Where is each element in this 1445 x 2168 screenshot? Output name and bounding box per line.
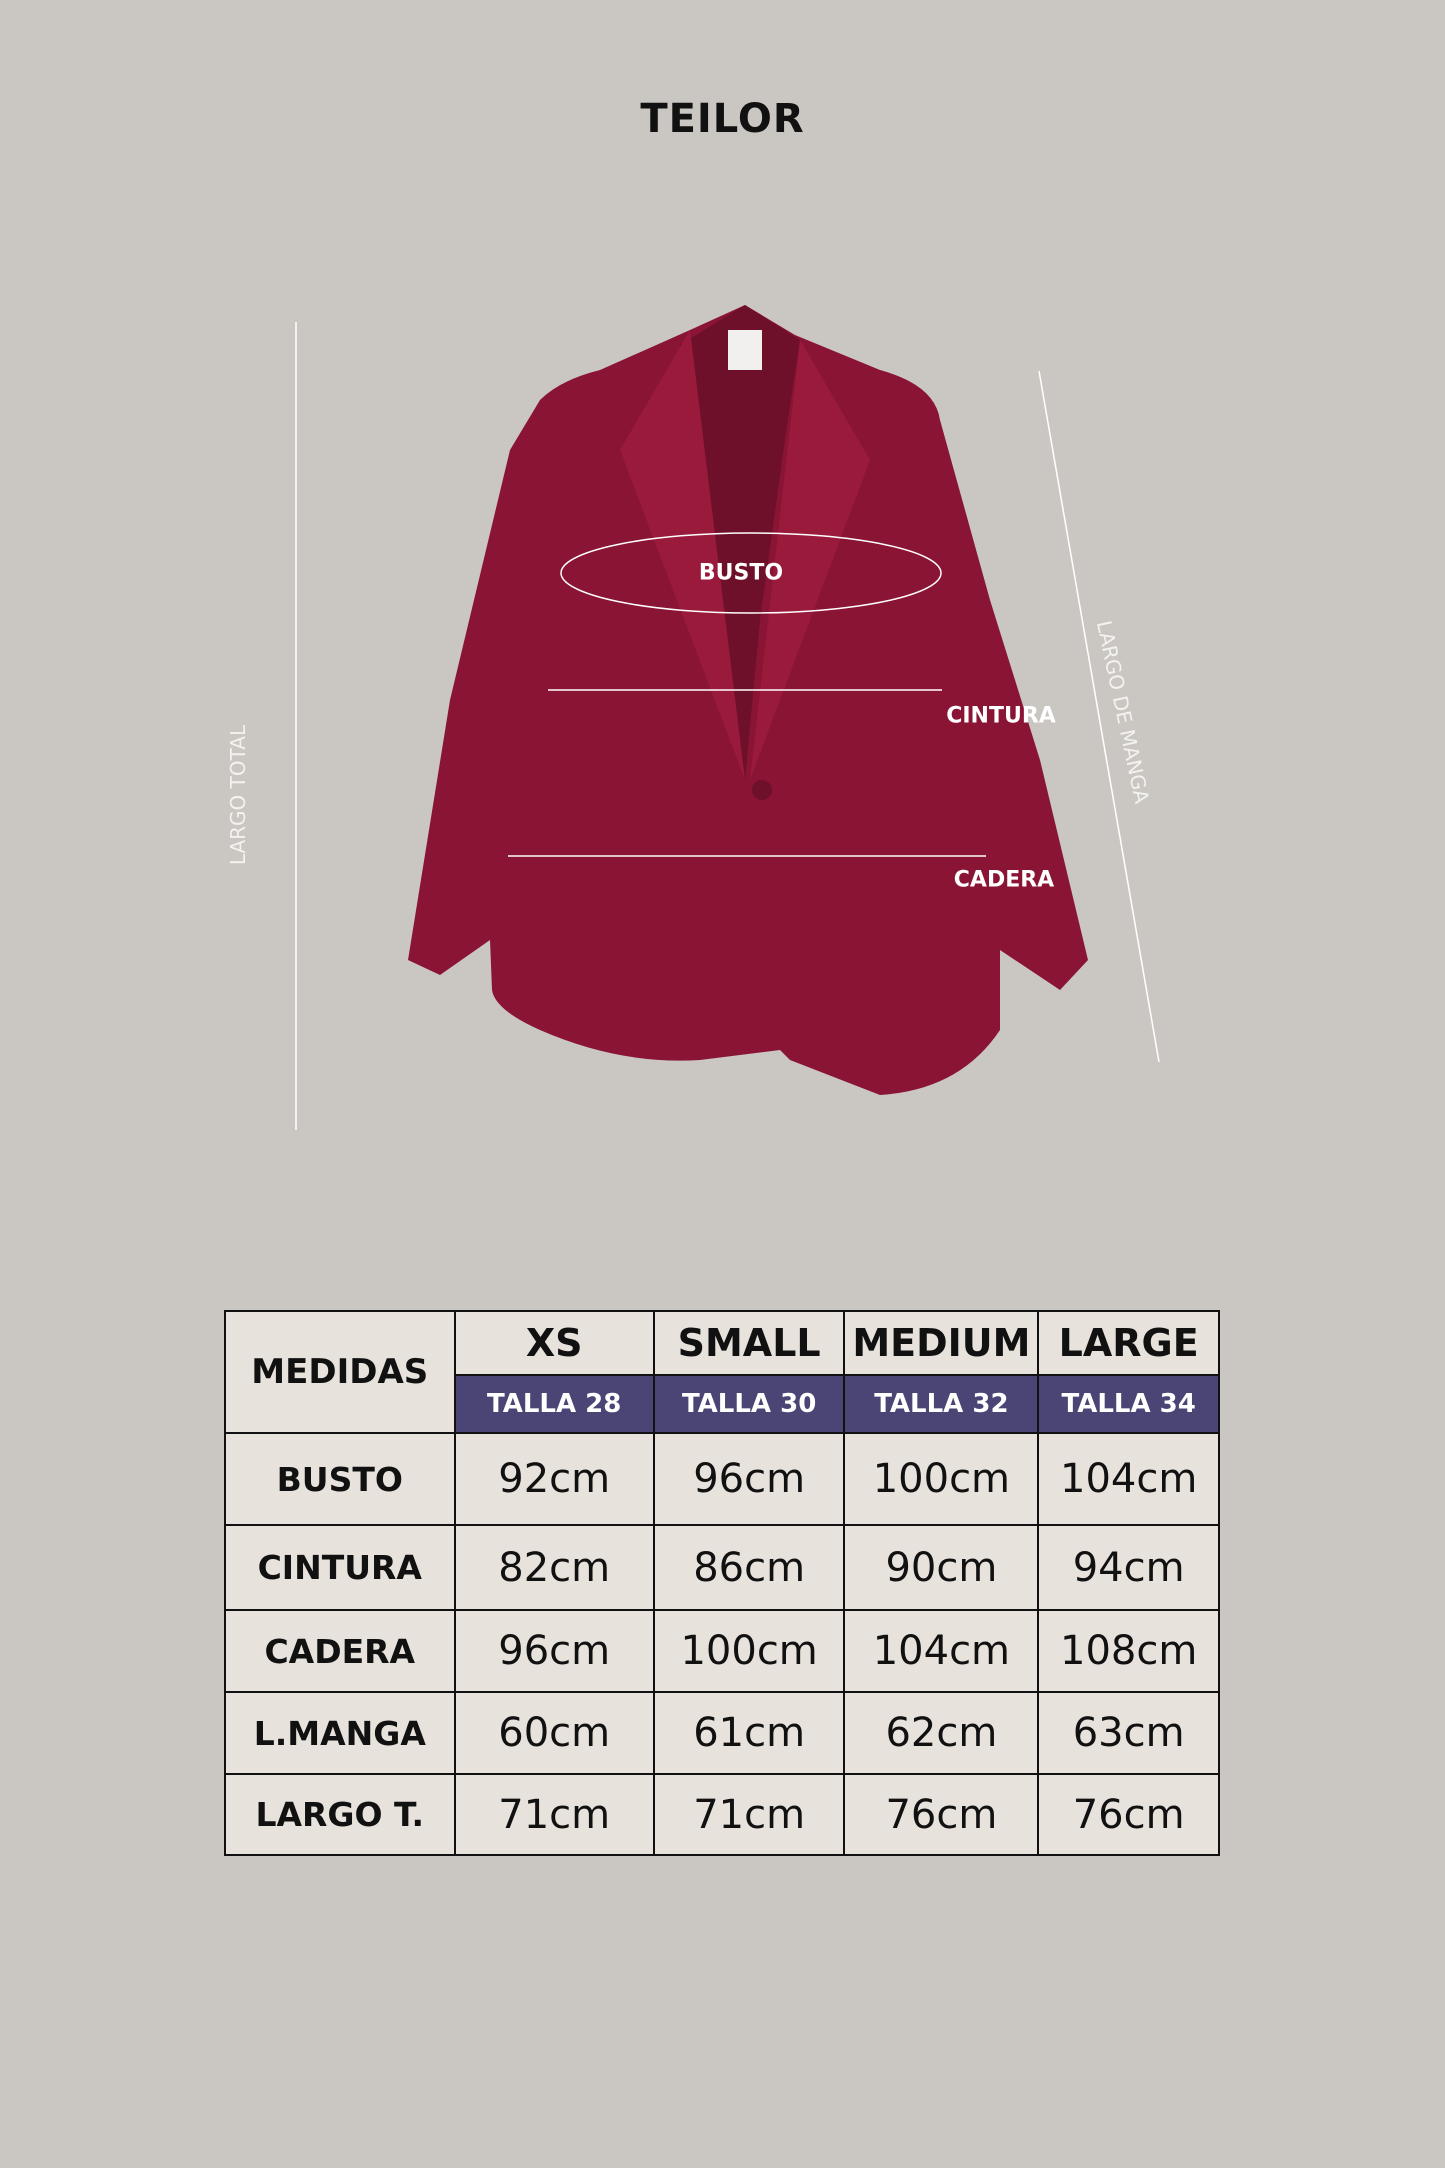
table-row: LARGO T. 71cm 71cm 76cm 76cm	[224, 1773, 1220, 1856]
size-medium: MEDIUM	[843, 1310, 1040, 1376]
cell: 100cm	[843, 1432, 1040, 1526]
table-row: CADERA 96cm 100cm 104cm 108cm	[224, 1609, 1220, 1693]
cell: 96cm	[652, 1432, 846, 1526]
cell: 63cm	[1037, 1691, 1220, 1775]
cell: 61cm	[652, 1691, 846, 1775]
talla-xs: TALLA 28	[453, 1374, 655, 1434]
table-row: BUSTO 92cm 96cm 100cm 104cm	[224, 1432, 1220, 1526]
row-label: L.MANGA	[224, 1691, 456, 1775]
cell: 90cm	[843, 1524, 1040, 1611]
row-label: BUSTO	[224, 1432, 456, 1526]
largo-total-label: LARGO TOTAL	[226, 724, 250, 866]
largo-manga-line	[1038, 370, 1160, 1063]
talla-small: TALLA 30	[652, 1374, 846, 1434]
cell: 76cm	[843, 1773, 1040, 1856]
cell: 104cm	[1037, 1432, 1220, 1526]
size-small: SMALL	[652, 1310, 846, 1376]
cell: 71cm	[652, 1773, 846, 1856]
busto-ellipse	[560, 532, 942, 614]
medidas-header: MEDIDAS	[224, 1310, 456, 1434]
table-row: CINTURA 82cm 86cm 90cm 94cm	[224, 1524, 1220, 1611]
size-xs: XS	[453, 1310, 655, 1376]
cell: 92cm	[453, 1432, 655, 1526]
size-large: LARGE	[1037, 1310, 1220, 1376]
cell: 108cm	[1037, 1609, 1220, 1693]
cell: 71cm	[453, 1773, 655, 1856]
row-label: CINTURA	[224, 1524, 456, 1611]
cadera-label: CADERA	[953, 867, 1055, 893]
cell: 62cm	[843, 1691, 1040, 1775]
cell: 96cm	[453, 1609, 655, 1693]
row-label: LARGO T.	[224, 1773, 456, 1856]
table-row: L.MANGA 60cm 61cm 62cm 63cm	[224, 1691, 1220, 1775]
busto-label: BUSTO	[698, 560, 784, 586]
cell: 60cm	[453, 1691, 655, 1775]
jacket-image	[408, 305, 1088, 1095]
cintura-label: CINTURA	[946, 703, 1056, 729]
jacket-diagram	[295, 305, 1160, 1130]
brand-logo: TEILOR	[640, 96, 805, 142]
cell: 104cm	[843, 1609, 1040, 1693]
talla-medium: TALLA 32	[843, 1374, 1040, 1434]
talla-large: TALLA 34	[1037, 1374, 1220, 1434]
cell: 82cm	[453, 1524, 655, 1611]
cell: 94cm	[1037, 1524, 1220, 1611]
cell: 86cm	[652, 1524, 846, 1611]
cell: 100cm	[652, 1609, 846, 1693]
row-label: CADERA	[224, 1609, 456, 1693]
cell: 76cm	[1037, 1773, 1220, 1856]
size-table: MEDIDAS XS SMALL MEDIUM LARGE TALLA 28 T…	[224, 1310, 1220, 1856]
